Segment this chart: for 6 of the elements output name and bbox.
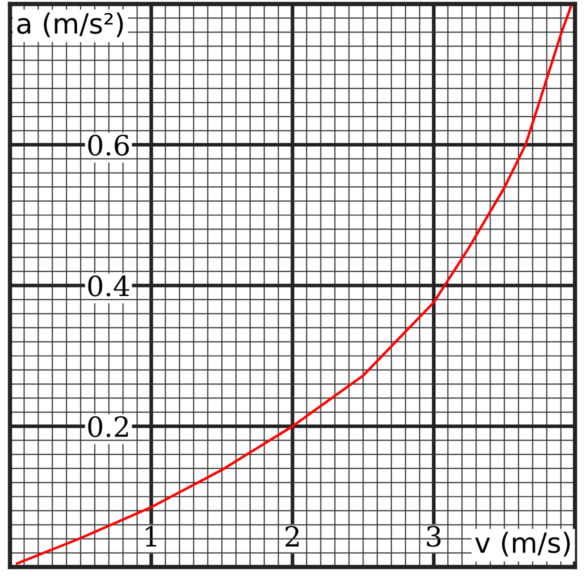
x-axis-title: v (m/s) — [475, 532, 570, 556]
y-tick-label: 0.4 — [88, 275, 130, 296]
y-tick-label: 0.6 — [88, 134, 129, 156]
y-tick-label: 0.2 — [88, 416, 128, 438]
line-series — [16, 6, 572, 565]
y-axis-title: a (m/s²) — [17, 12, 123, 38]
